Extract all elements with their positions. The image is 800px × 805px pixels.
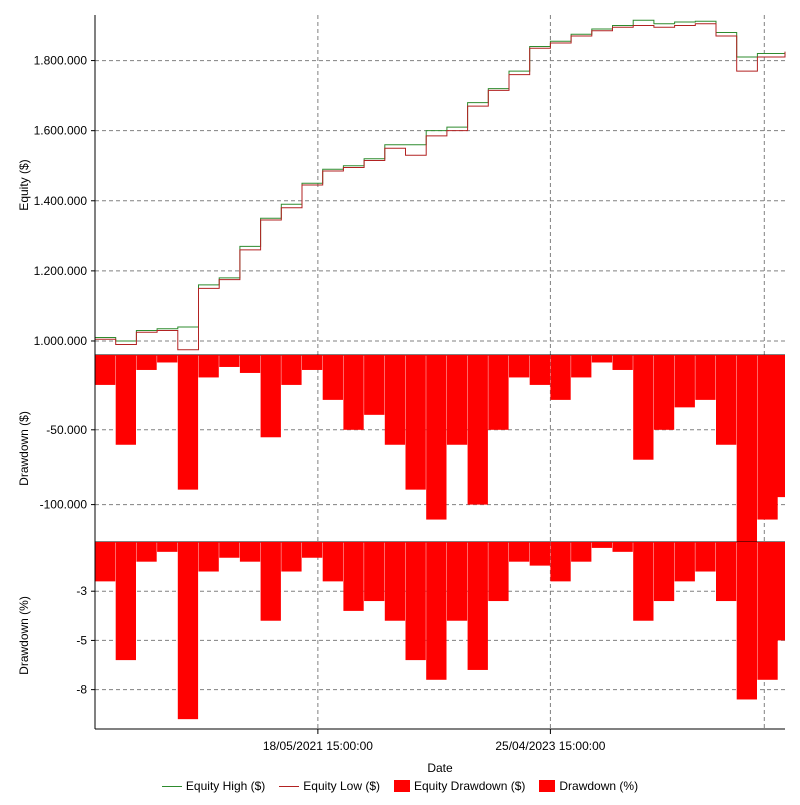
- drawdown-bar-drawdown_pct-23: [571, 542, 592, 562]
- legend-label-drawdown-pct: Drawdown (%): [559, 779, 639, 793]
- y-tick-label-equity-3: 1.600.000: [34, 124, 88, 138]
- drawdown-bar-equity_drawdown-15: [405, 355, 426, 490]
- drawdown-bar-drawdown_pct-16: [426, 542, 447, 680]
- legend-swatch-equity-high: [161, 785, 182, 787]
- drawdown-bar-equity_drawdown-4: [177, 355, 199, 490]
- drawdown-bar-drawdown_pct-20: [509, 542, 530, 562]
- drawdown-bar-equity_drawdown-20: [509, 355, 530, 378]
- drawdown-bar-equity_drawdown-6: [219, 355, 240, 367]
- drawdown-bar-equity_drawdown-5: [198, 355, 219, 378]
- y-axis-label-drawdown_pct: Drawdown (%): [17, 596, 31, 675]
- legend-item-drawdown-pct: Drawdown (%): [539, 779, 638, 793]
- drawdown-bar-drawdown_pct-33: [764, 542, 785, 641]
- legend-item-equity-high: Equity High ($): [161, 779, 266, 793]
- drawdown-bar-equity_drawdown-10: [302, 355, 323, 370]
- legend-swatch-equity-low: [279, 785, 300, 787]
- drawdown-bar-drawdown_pct-21: [529, 542, 550, 566]
- drawdown-bar-equity_drawdown-22: [550, 355, 571, 400]
- drawdown-bar-equity_drawdown-29: [695, 355, 716, 400]
- legend-label-equity-high: Equity High ($): [185, 779, 266, 793]
- drawdown-bar-equity_drawdown-13: [364, 355, 385, 415]
- drawdown-bar-drawdown_pct-22: [550, 542, 571, 582]
- drawdown-bar-drawdown_pct-31: [736, 542, 757, 700]
- drawdown-bar-drawdown_pct-28: [674, 542, 695, 582]
- drawdown-bar-equity_drawdown-21: [529, 355, 550, 385]
- drawdown-bar-drawdown_pct-15: [405, 542, 426, 661]
- drawdown-bar-equity_drawdown-11: [322, 355, 343, 400]
- drawdown-bar-drawdown_pct-13: [364, 542, 385, 602]
- y-tick-label-drawdown_pct-2: -8: [76, 683, 87, 697]
- drawdown-bar-drawdown_pct-26: [633, 542, 654, 621]
- series-line-equity-high: [95, 19, 786, 342]
- drawdown-bar-equity_drawdown-12: [343, 355, 364, 430]
- drawdown-bar-drawdown_pct-0: [95, 542, 116, 582]
- drawdown-bar-drawdown_pct-29: [695, 542, 716, 572]
- drawdown-bar-drawdown_pct-9: [281, 542, 302, 572]
- x-tick-label-1: 25/04/2023 15:00:00: [495, 739, 605, 753]
- drawdown-bar-equity_drawdown-3: [157, 355, 178, 363]
- x-tick-label-0: 18/05/2021 15:00:00: [263, 739, 373, 753]
- legend-item-equity-low: Equity Low ($): [279, 779, 380, 793]
- drawdown-bar-equity_drawdown-16: [426, 355, 447, 520]
- y-axis-label-equity: Equity ($): [17, 159, 31, 210]
- y-tick-label-equity-1: 1.200.000: [34, 264, 88, 278]
- drawdown-bar-drawdown_pct-18: [467, 542, 488, 670]
- drawdown-bar-drawdown_pct-3: [157, 542, 178, 552]
- drawdown-bar-equity_drawdown-24: [591, 355, 613, 363]
- drawdown-bar-equity_drawdown-19: [488, 355, 509, 430]
- drawdown-bar-drawdown_pct-17: [446, 542, 468, 621]
- drawdown-bar-drawdown_pct-30: [716, 542, 737, 602]
- legend-label-equity-drawdown: Equity Drawdown ($): [414, 779, 526, 793]
- drawdown-bar-equity_drawdown-8: [260, 355, 281, 438]
- y-tick-label-equity_drawdown-1: -100.000: [40, 498, 88, 512]
- drawdown-bar-drawdown_pct-10: [302, 542, 323, 558]
- drawdown-bar-equity_drawdown-26: [633, 355, 654, 460]
- drawdown-bar-drawdown_pct-1: [115, 542, 136, 661]
- drawdown-bar-equity_drawdown-7: [239, 355, 261, 373]
- drawdown-bar-drawdown_pct-14: [384, 542, 406, 621]
- legend-swatch-drawdown-pct: [539, 780, 556, 792]
- drawdown-bar-equity_drawdown-25: [612, 355, 633, 370]
- drawdown-bar-equity_drawdown-14: [384, 355, 406, 445]
- drawdown-bar-drawdown_pct-2: [136, 542, 157, 562]
- drawdown-bar-drawdown_pct-27: [653, 542, 675, 602]
- series-line-equity-low: [95, 23, 786, 351]
- drawdown-bar-equity_drawdown-1: [115, 355, 136, 445]
- drawdown-bar-equity_drawdown-27: [653, 355, 675, 430]
- legend-item-equity-drawdown: Equity Drawdown ($): [394, 779, 525, 793]
- drawdown-bar-drawdown_pct-12: [343, 542, 364, 611]
- drawdown-bar-equity_drawdown-18: [467, 355, 488, 505]
- drawdown-bar-equity_drawdown-2: [136, 355, 157, 370]
- y-tick-label-equity-2: 1.400.000: [34, 194, 88, 208]
- drawdown-bar-equity_drawdown-28: [674, 355, 695, 408]
- drawdown-bar-equity_drawdown-17: [446, 355, 468, 445]
- drawdown-bar-equity_drawdown-31: [736, 355, 757, 542]
- drawdown-bar-equity_drawdown-30: [716, 355, 737, 445]
- drawdown-bar-drawdown_pct-6: [219, 542, 240, 558]
- y-tick-label-drawdown_pct-0: -3: [76, 584, 87, 598]
- drawdown-bar-drawdown_pct-5: [198, 542, 219, 572]
- drawdown-bar-drawdown_pct-4: [177, 542, 199, 720]
- drawdown-bar-drawdown_pct-11: [322, 542, 343, 582]
- drawdown-bar-drawdown_pct-19: [488, 542, 509, 602]
- y-tick-label-drawdown_pct-1: -5: [76, 633, 87, 647]
- drawdown-bar-equity_drawdown-0: [95, 355, 116, 385]
- y-tick-label-equity-0: 1.000.000: [34, 334, 88, 348]
- drawdown-bar-drawdown_pct-8: [260, 542, 281, 621]
- y-tick-label-equity-4: 1.800.000: [34, 54, 88, 68]
- x-axis-label: Date: [427, 761, 453, 775]
- drawdown-bar-equity_drawdown-23: [571, 355, 592, 378]
- drawdown-bar-equity_drawdown-9: [281, 355, 302, 385]
- legend: Equity High ($) Equity Low ($) Equity Dr…: [0, 776, 800, 796]
- legend-swatch-equity-drawdown: [394, 780, 410, 792]
- y-axis-label-equity_drawdown: Drawdown ($): [17, 411, 31, 486]
- drawdown-bar-drawdown_pct-25: [612, 542, 633, 552]
- drawdown-bar-drawdown_pct-24: [591, 542, 613, 548]
- legend-label-equity-low: Equity Low ($): [303, 779, 380, 793]
- drawdown-bar-equity_drawdown-33: [764, 355, 785, 498]
- drawdown-bar-drawdown_pct-7: [239, 542, 261, 562]
- y-tick-label-equity_drawdown-0: -50.000: [46, 423, 87, 437]
